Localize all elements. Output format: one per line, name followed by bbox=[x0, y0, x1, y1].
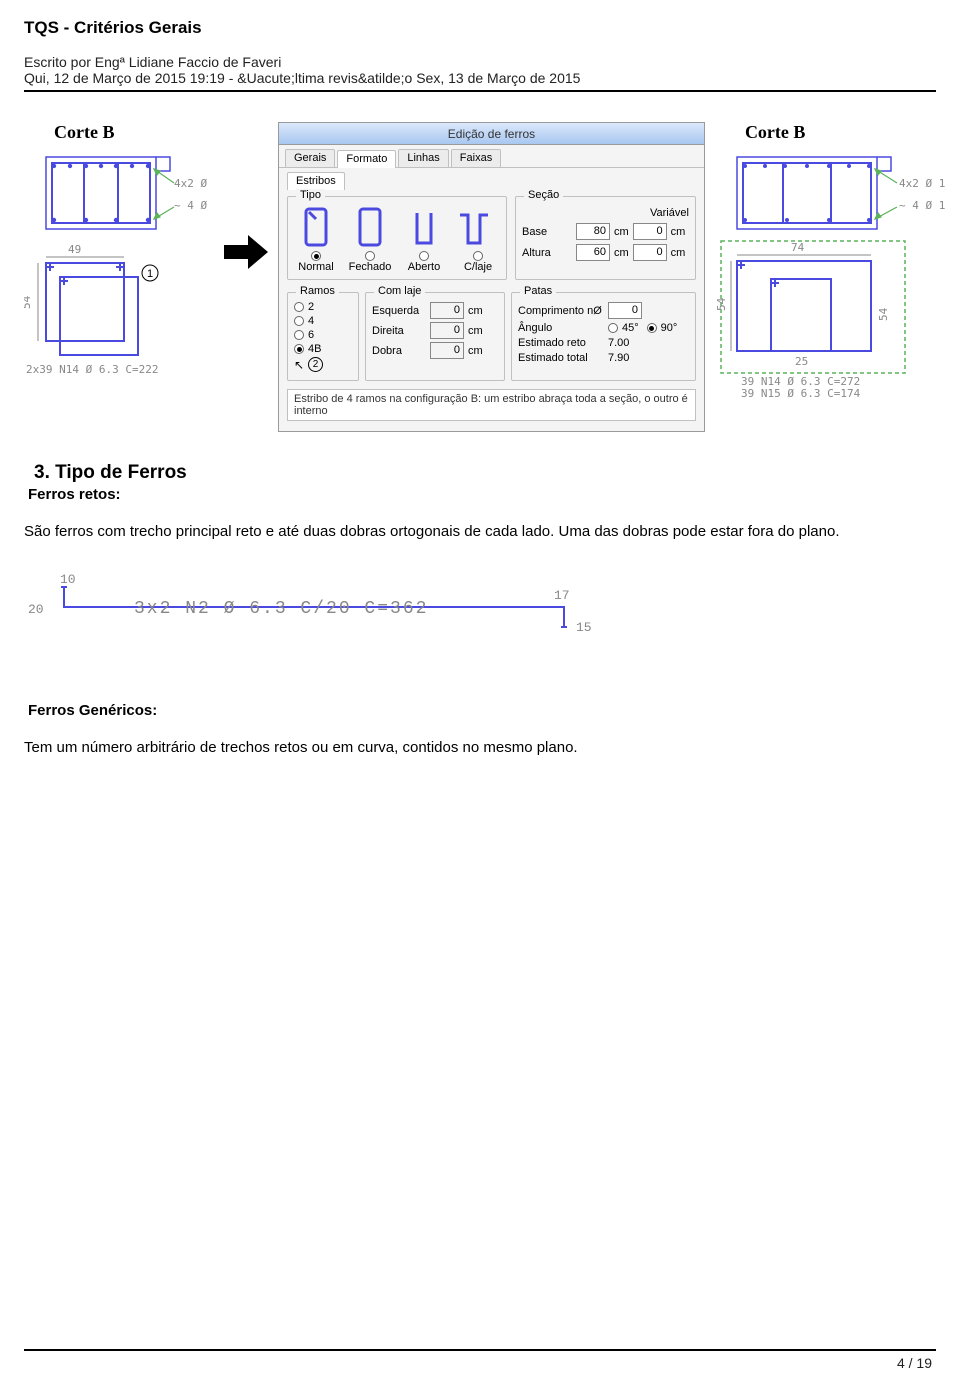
estt-label: Estimado total bbox=[518, 352, 604, 364]
radio-r6[interactable] bbox=[294, 330, 304, 340]
section-3-sub2-title: Ferros Genéricos: bbox=[28, 702, 936, 719]
estt-val: 7.90 bbox=[608, 352, 656, 364]
dialog-status: Estribo de 4 ramos na configuração B: um… bbox=[287, 389, 696, 421]
tab-linhas[interactable]: Linhas bbox=[398, 149, 448, 167]
byline: Escrito por Engª Lidiane Faccio de Faver… bbox=[24, 54, 936, 70]
ferro-reto-figure: 10 20 3x2 N2 Ø 6.3 C/20 C=362 17 15 bbox=[24, 569, 936, 652]
leader-bot-label: ~ 4 Ø 16 bbox=[174, 199, 214, 212]
dateline: Qui, 12 de Março de 2015 19:19 - &Uacute… bbox=[24, 70, 936, 86]
corte-b-left-title: Corte B bbox=[24, 122, 214, 143]
svg-text:~ 4 Ø 16: ~ 4 Ø 16 bbox=[899, 199, 945, 212]
section-3-sub1-title: Ferros retos: bbox=[28, 486, 936, 503]
radio-claje[interactable] bbox=[456, 251, 500, 261]
reto-right-up: 17 bbox=[554, 588, 570, 603]
reto-left-up: 10 bbox=[60, 572, 76, 587]
cm-label: cm bbox=[671, 226, 686, 238]
doc-title: TQS - Critérios Gerais bbox=[24, 18, 936, 38]
radio-fechado-label: Fechado bbox=[348, 261, 392, 273]
altura-input[interactable]: 60 bbox=[576, 244, 610, 261]
group-patas-title: Patas bbox=[520, 285, 556, 297]
base-input[interactable]: 80 bbox=[576, 223, 610, 240]
radio-aberto[interactable] bbox=[402, 251, 446, 261]
leader-top-label: 4x2 Ø 12.5 bbox=[174, 177, 214, 190]
bottom-left-caption: 2x39 N14 Ø 6.3 C=222 bbox=[26, 363, 158, 376]
section-3-sub1-para: São ferros com trecho principal reto e a… bbox=[24, 521, 936, 543]
footer-rule bbox=[24, 1349, 936, 1351]
dim-top: 49 bbox=[68, 243, 81, 256]
dir-label: Direita bbox=[372, 325, 426, 337]
ang-label: Ângulo bbox=[518, 322, 604, 334]
radio-r4b[interactable] bbox=[294, 344, 304, 354]
svg-text:54: 54 bbox=[715, 297, 728, 311]
dob-input[interactable]: 0 bbox=[430, 342, 464, 359]
radio-r2[interactable] bbox=[294, 302, 304, 312]
corte-b-left-svg: 4x2 Ø 12.5 ~ 4 Ø 16 49 54 1 2x39 N14 Ø 6… bbox=[24, 149, 214, 379]
compr-input[interactable]: 0 bbox=[608, 302, 642, 319]
reto-main: 3x2 N2 Ø 6.3 C/20 C=362 bbox=[134, 599, 428, 619]
section-3-sub2-para: Tem um número arbitrário de trechos reto… bbox=[24, 737, 936, 759]
radio-45[interactable] bbox=[608, 323, 618, 333]
radio-aberto-label: Aberto bbox=[402, 261, 446, 273]
group-secao-title: Seção bbox=[524, 189, 563, 201]
corte-b-right-title: Corte B bbox=[715, 122, 945, 143]
radio-normal-label: Normal bbox=[294, 261, 338, 273]
dim-left: 54 bbox=[24, 295, 33, 309]
esq-input[interactable]: 0 bbox=[430, 302, 464, 319]
cursor-icon: ↖ bbox=[294, 358, 304, 372]
radio-90[interactable] bbox=[647, 323, 657, 333]
reto-right-v: 15 bbox=[576, 620, 592, 635]
svg-text:1: 1 bbox=[147, 268, 153, 280]
svg-text:74: 74 bbox=[791, 241, 805, 254]
circle-2: 2 bbox=[308, 357, 323, 372]
page-number: 4 / 19 bbox=[897, 1355, 932, 1371]
reto-left-v: 20 bbox=[28, 602, 44, 617]
esq-label: Esquerda bbox=[372, 305, 426, 317]
estr-val: 7.00 bbox=[608, 337, 656, 349]
dob-label: Dobra bbox=[372, 345, 426, 357]
base2-input[interactable]: 0 bbox=[633, 223, 667, 240]
tab-formato[interactable]: Formato bbox=[337, 150, 396, 168]
tab-gerais[interactable]: Gerais bbox=[285, 149, 335, 167]
secao-variavel-label: Variável bbox=[650, 207, 689, 219]
base-label: Base bbox=[522, 226, 572, 238]
tab-faixas[interactable]: Faixas bbox=[451, 149, 501, 167]
cm-label: cm bbox=[614, 226, 629, 238]
group-tipo-title: Tipo bbox=[296, 189, 325, 201]
cm-label: cm bbox=[671, 247, 686, 259]
arrow-icon bbox=[224, 212, 268, 292]
group-comlaje-title: Com laje bbox=[374, 285, 425, 297]
radio-claje-label: C/laje bbox=[456, 261, 500, 273]
dir-input[interactable]: 0 bbox=[430, 322, 464, 339]
dialog-title: Edição de ferros bbox=[279, 123, 704, 145]
edit-dialog: Edição de ferros Gerais Formato Linhas F… bbox=[278, 122, 705, 432]
svg-text:54: 54 bbox=[877, 307, 890, 321]
radio-normal[interactable] bbox=[294, 251, 338, 261]
corte-b-right-svg: 4x2 Ø 1 ~ 4 Ø 16 74 54 54 25 39 N14 Ø 6.… bbox=[715, 149, 945, 399]
estr-label: Estimado reto bbox=[518, 337, 604, 349]
figure-row: Corte B 4x2 Ø 12.5 ~ 4 Ø 16 bbox=[24, 122, 936, 432]
altura-label: Altura bbox=[522, 247, 572, 259]
dialog-tabs: Gerais Formato Linhas Faixas bbox=[279, 145, 704, 168]
compr-label: Comprimento nØ bbox=[518, 305, 604, 317]
group-ramos-title: Ramos bbox=[296, 285, 339, 297]
radio-fechado[interactable] bbox=[348, 251, 392, 261]
svg-text:39 N15 Ø 6.3 C=174: 39 N15 Ø 6.3 C=174 bbox=[741, 387, 861, 399]
corte-b-right: Corte B 4x2 Ø 1 ~ 4 Ø 16 74 5 bbox=[715, 122, 945, 399]
header-rule bbox=[24, 90, 936, 92]
corte-b-left: Corte B 4x2 Ø 12.5 ~ 4 Ø 16 bbox=[24, 122, 214, 379]
svg-text:4x2 Ø 1: 4x2 Ø 1 bbox=[899, 177, 945, 190]
radio-r4[interactable] bbox=[294, 316, 304, 326]
subtab-estribos[interactable]: Estribos bbox=[287, 172, 345, 190]
svg-text:25: 25 bbox=[795, 355, 808, 368]
section-3-title: 3. Tipo de Ferros bbox=[34, 462, 936, 484]
cm-label: cm bbox=[614, 247, 629, 259]
altura2-input[interactable]: 0 bbox=[633, 244, 667, 261]
